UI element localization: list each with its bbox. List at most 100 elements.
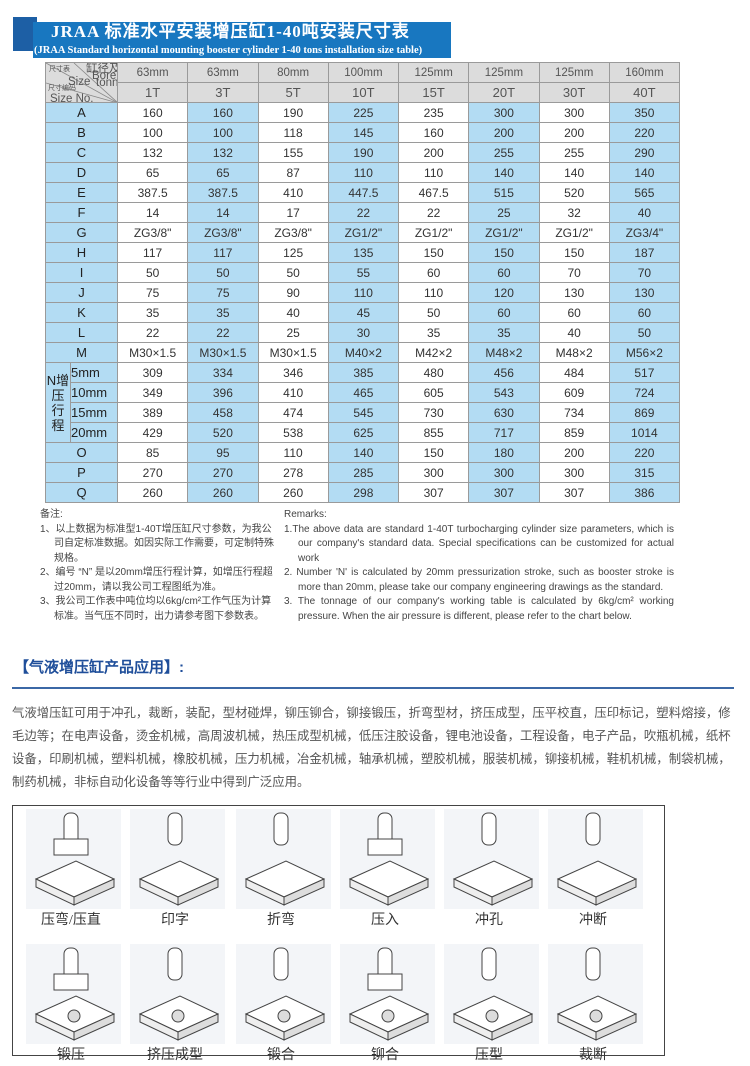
table-cell: 300 xyxy=(468,102,540,123)
table-cell: 140 xyxy=(468,162,540,183)
process-label: 铆合 xyxy=(371,1048,399,1063)
table-cell: 480 xyxy=(397,362,470,383)
row-label: K xyxy=(45,302,118,323)
table-cell: 150 xyxy=(397,242,470,263)
table-cell: 14 xyxy=(187,202,259,223)
row-label: J xyxy=(45,282,118,303)
table-cell: 255 xyxy=(468,142,540,163)
table-cell: 307 xyxy=(468,482,540,503)
tonnage-header: 30T xyxy=(538,82,610,103)
table-cell: 110 xyxy=(397,162,470,183)
table-cell: 447.5 xyxy=(327,182,400,203)
table-cell: M40×2 xyxy=(327,342,400,363)
note-item: 2、编号 “N” 是以20mm增压行程计算，如增压行程超过20mm，请以我公司工… xyxy=(40,567,273,593)
row-label: L xyxy=(45,322,118,343)
table-cell: 160 xyxy=(397,122,470,143)
row-label: 20mm xyxy=(70,422,118,443)
table-cell: 517 xyxy=(608,362,681,383)
table-cell: 1014 xyxy=(608,422,681,443)
table-cell: 260 xyxy=(257,482,329,503)
table-cell: 300 xyxy=(468,462,540,483)
process-illustration: 压弯/压直 xyxy=(21,809,121,928)
table-cell: 117 xyxy=(116,242,189,263)
process-drawing-icon xyxy=(26,944,121,1044)
process-drawing-icon xyxy=(236,809,331,909)
table-cell: 520 xyxy=(538,182,610,203)
process-drawing-icon xyxy=(340,944,435,1044)
row-label: B xyxy=(45,122,118,143)
table-cell: 456 xyxy=(468,362,540,383)
table-cell: 160 xyxy=(116,102,189,123)
table-cell: 285 xyxy=(327,462,400,483)
table-cell: 307 xyxy=(397,482,470,503)
title-en: (JRAA Standard horizontal mounting boost… xyxy=(34,45,423,56)
table-cell: 260 xyxy=(187,482,259,503)
table-cell: 270 xyxy=(116,462,189,483)
process-drawing-icon xyxy=(548,944,643,1044)
table-cell: 65 xyxy=(187,162,259,183)
table-row: 10mm 349 396 410 465 605 543 609 724 xyxy=(46,382,681,403)
table-cell: M30×1.5 xyxy=(187,342,259,363)
table-cell: 309 xyxy=(116,362,189,383)
table-cell: 14 xyxy=(116,202,189,223)
row-label: 15mm xyxy=(70,402,118,423)
size-table: 尺寸表 缸径及吨位 Bore and tonnage Size 尺寸编码 Siz… xyxy=(45,62,681,503)
row-label: H xyxy=(45,242,118,263)
table-cell: 396 xyxy=(187,382,259,403)
table-cell: 130 xyxy=(538,282,610,303)
process-label: 压型 xyxy=(475,1048,503,1063)
table-cell: 387.5 xyxy=(187,182,259,203)
table-cell: 349 xyxy=(116,382,189,403)
table-cell: 410 xyxy=(257,382,329,403)
table-cell: 543 xyxy=(468,382,540,403)
table-row: O 85 95 110 140 150 180 200 220 xyxy=(45,442,681,463)
table-cell: 70 xyxy=(608,262,681,283)
table-cell: 140 xyxy=(608,162,681,183)
row-label: M xyxy=(45,342,118,363)
application-text: 气液增压缸可用于冲孔，裁断，装配，型材碰焊，铆压铆合，铆接锻压，折弯型材，挤压成… xyxy=(12,706,731,789)
process-label: 挤压成型 xyxy=(147,1048,203,1063)
table-cell: 50 xyxy=(116,262,189,283)
corner-label: 尺寸表 xyxy=(49,66,70,73)
process-illustration: 印字 xyxy=(125,809,225,928)
table-cell: M48×2 xyxy=(468,342,540,363)
process-illustration: 裁断 xyxy=(543,944,643,1063)
table-cell: 150 xyxy=(538,242,610,263)
table-cell: 387.5 xyxy=(116,182,189,203)
table-cell: 60 xyxy=(608,302,681,323)
bore-header: 80mm xyxy=(257,62,329,83)
tonnage-header: 3T xyxy=(187,82,259,103)
table-cell: ZG1/2" xyxy=(397,222,470,243)
table-cell: 35 xyxy=(397,322,470,343)
row-label: I xyxy=(45,262,118,283)
table-cell: 410 xyxy=(257,182,329,203)
table-cell: 200 xyxy=(397,142,470,163)
table-cell: 625 xyxy=(327,422,400,443)
table-cell: 22 xyxy=(327,202,400,223)
row-label: C xyxy=(45,142,118,163)
table-cell: 200 xyxy=(468,122,540,143)
tonnage-header: 10T xyxy=(327,82,400,103)
table-cell: 110 xyxy=(257,442,329,463)
row-label: 10mm xyxy=(70,382,118,403)
table-row: N增压行程 5mm 309 334 346 385 480 456 484 517 xyxy=(45,362,681,443)
tonnage-header: 20T xyxy=(468,82,540,103)
process-drawing-icon xyxy=(130,809,225,909)
table-row: A 160 160 190 225 235 300 300 350 xyxy=(45,102,681,123)
table-cell: 200 xyxy=(538,442,610,463)
table-cell: 190 xyxy=(257,102,329,123)
table-cell: 220 xyxy=(608,442,681,463)
table-cell: 155 xyxy=(257,142,329,163)
bore-header: 160mm xyxy=(608,62,681,83)
table-cell: 225 xyxy=(327,102,400,123)
table-cell: 40 xyxy=(608,202,681,223)
table-row: L 22 22 25 30 35 35 40 50 xyxy=(45,322,681,343)
table-cell: 145 xyxy=(327,122,400,143)
process-label: 压入 xyxy=(371,913,399,928)
table-cell: 117 xyxy=(187,242,259,263)
table-cell: 300 xyxy=(538,102,610,123)
table-row: G ZG3/8" ZG3/8" ZG3/8" ZG1/2" ZG1/2" ZG1/2" ZG1… xyxy=(45,222,681,243)
table-cell: 334 xyxy=(187,362,259,383)
table-cell: 538 xyxy=(257,422,329,443)
table-cell: 730 xyxy=(397,402,470,423)
